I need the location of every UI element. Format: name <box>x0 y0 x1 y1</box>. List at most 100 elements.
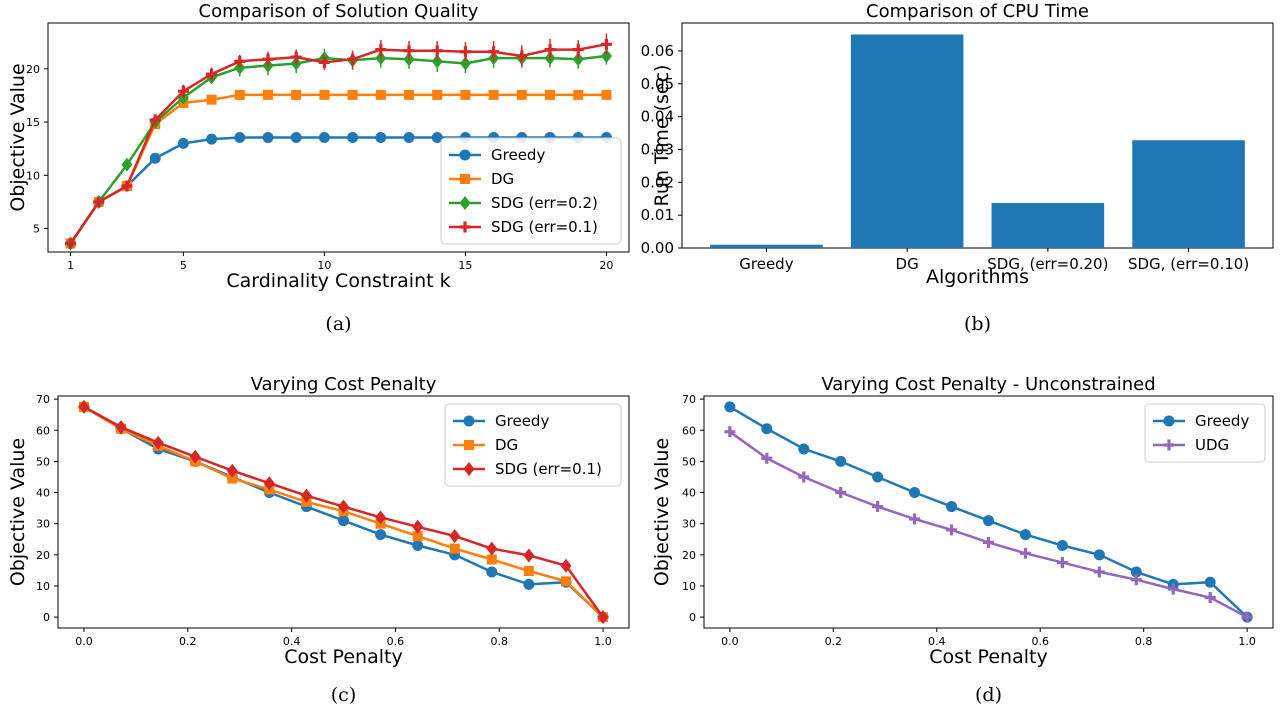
x-tick-label: 0.2 <box>179 635 197 648</box>
data-point <box>177 85 189 97</box>
caption-0: (a) <box>325 313 351 335</box>
data-point <box>909 513 921 525</box>
data-point <box>431 132 443 143</box>
data-point <box>93 196 105 208</box>
data-point <box>300 488 312 503</box>
data-point <box>573 89 584 100</box>
data-point <box>544 44 556 56</box>
data-point <box>403 45 415 57</box>
legend-label: Greedy <box>1195 412 1249 430</box>
y-tick-label: 0 <box>43 611 50 624</box>
data-point <box>115 420 127 435</box>
data-point <box>412 519 424 534</box>
legend-marker <box>459 196 471 210</box>
data-point <box>149 152 161 164</box>
x-tick-label: 0.0 <box>75 635 93 648</box>
data-point <box>347 89 358 100</box>
data-point <box>290 51 302 63</box>
y-tick-label: 0 <box>689 611 696 624</box>
legend-marker <box>463 462 475 476</box>
x-axis-label-3: Cost Penalty <box>929 646 1047 668</box>
data-point <box>1019 547 1031 559</box>
legend-marker <box>459 221 471 233</box>
data-point <box>449 529 461 544</box>
x-tick-label: 15 <box>458 259 472 272</box>
data-point <box>488 46 500 58</box>
y-tick-label: 0.06 <box>641 42 674 60</box>
caption-1: (b) <box>964 313 991 335</box>
y-tick-label: 5 <box>33 223 40 236</box>
x-tick-label: 0.8 <box>1135 635 1153 648</box>
x-tick-label: 0.4 <box>928 635 946 648</box>
legend-label: UDG <box>1195 436 1229 454</box>
plot-frame-2 <box>57 395 630 629</box>
x-axis-label-0: Cardinality Constraint k <box>226 270 450 292</box>
data-point <box>1093 566 1105 578</box>
legend-marker <box>463 415 475 427</box>
series-0-3 <box>65 33 612 249</box>
y-tick-label: 0.02 <box>641 173 674 191</box>
y-tick-label: 15 <box>26 116 40 129</box>
data-point <box>206 133 218 145</box>
data-point <box>338 499 349 514</box>
data-point <box>431 45 443 57</box>
y-axis-label-3: Objective Value <box>651 438 673 586</box>
data-point <box>347 132 359 143</box>
bar-3 <box>1132 140 1245 248</box>
data-point <box>347 53 359 65</box>
y-tick-label: 30 <box>36 518 50 531</box>
legend-box <box>444 403 622 487</box>
data-point <box>761 423 773 435</box>
data-point <box>375 44 387 56</box>
data-point <box>149 114 161 126</box>
data-point <box>449 543 460 554</box>
data-point <box>1130 566 1142 578</box>
data-point <box>1056 557 1068 569</box>
x-tick-label: 10 <box>317 259 331 272</box>
chart-title-2: Varying Cost Penalty <box>251 374 437 395</box>
data-point <box>872 471 884 483</box>
data-point <box>597 610 609 625</box>
x-tick-label: 1 <box>67 259 74 272</box>
legend-label: DG <box>495 436 518 454</box>
series-2-2 <box>78 399 609 625</box>
x-tick-label: 1.0 <box>594 635 612 648</box>
legend-marker <box>1163 439 1175 451</box>
data-point <box>375 132 387 143</box>
legend-box <box>1144 403 1266 463</box>
legend-2: Greedy DG SDG (err=0.1) <box>444 403 622 487</box>
x-axis-label-1: Algorithms <box>926 266 1029 288</box>
bar-2 <box>991 203 1105 248</box>
data-point <box>1204 591 1216 603</box>
data-point <box>459 46 471 58</box>
data-point <box>523 578 535 590</box>
data-point <box>177 137 189 149</box>
legend-label: DG <box>491 170 514 188</box>
data-point <box>375 529 387 541</box>
data-point <box>488 89 499 100</box>
data-point <box>1204 576 1216 588</box>
data-point <box>516 50 528 62</box>
data-point <box>1167 583 1179 595</box>
y-tick-label: 20 <box>36 549 50 562</box>
data-point <box>291 89 302 100</box>
data-point <box>1019 529 1031 541</box>
data-point <box>206 68 218 80</box>
y-tick-label: 60 <box>36 424 50 437</box>
y-tick-label: 30 <box>682 518 696 531</box>
legend-label: Greedy <box>495 412 549 430</box>
chart-title-0: Comparison of Solution Quality <box>199 1 479 22</box>
data-point <box>983 536 994 548</box>
data-point <box>572 44 584 56</box>
data-point <box>234 132 246 143</box>
plot-frame-1 <box>681 22 1274 249</box>
data-point <box>835 455 847 467</box>
x-tick-label: 20 <box>599 259 613 272</box>
legend-label: SDG (err=0.1) <box>491 218 598 236</box>
data-point <box>486 541 498 556</box>
y-tick-label: 10 <box>682 580 696 593</box>
data-point <box>516 89 527 100</box>
data-point <box>234 89 245 100</box>
data-point <box>375 510 387 525</box>
bar-1 <box>850 34 964 248</box>
